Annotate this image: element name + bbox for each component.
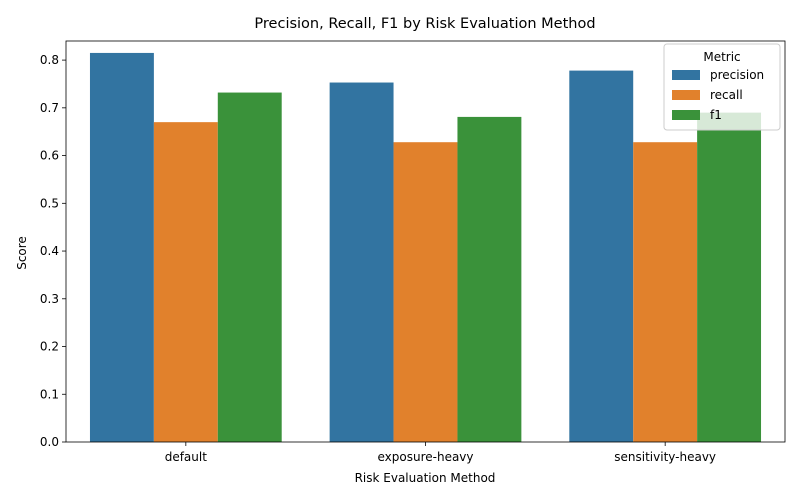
- y-tick-label: 0.1: [40, 387, 59, 401]
- y-axis-ticks: 0.0 0.1 0.2 0.3 0.4 0.5 0.6 0.7 0.8: [40, 53, 66, 449]
- bar-precision-sensitivity-heavy: [569, 70, 634, 442]
- legend-label-recall: recall: [710, 88, 743, 102]
- legend-title: Metric: [703, 50, 740, 64]
- y-tick-label: 0.2: [40, 340, 59, 354]
- y-tick-label: 0.5: [40, 196, 59, 210]
- bars-group: [89, 52, 762, 443]
- bar-recall-default: [153, 122, 218, 443]
- plot-frame: [65, 40, 786, 443]
- bar-recall-exposure-heavy: [393, 142, 458, 442]
- legend-label-f1: f1: [710, 108, 722, 122]
- legend-swatch-recall: [672, 90, 700, 100]
- x-axis-label: Risk Evaluation Method: [355, 471, 496, 485]
- legend-swatch-precision: [672, 70, 700, 80]
- y-tick-label: 0.7: [40, 101, 59, 115]
- y-tick-label: 0.3: [40, 292, 59, 306]
- bar-f1-exposure-heavy: [457, 116, 522, 443]
- legend-label-precision: precision: [710, 68, 764, 82]
- x-tick-label: sensitivity-heavy: [614, 450, 716, 464]
- bar-f1-default: [217, 92, 282, 443]
- x-tick-label: exposure-heavy: [377, 450, 473, 464]
- y-tick-label: 0.8: [40, 53, 59, 67]
- bar-precision-default: [89, 52, 154, 443]
- legend-swatch-f1: [672, 110, 700, 120]
- x-axis-ticks: default exposure-heavy sensitivity-heavy: [165, 442, 716, 464]
- x-tick-label: default: [165, 450, 208, 464]
- y-tick-label: 0.0: [40, 435, 59, 449]
- y-axis-label: Score: [15, 236, 29, 270]
- y-tick-label: 0.4: [40, 244, 59, 258]
- y-tick-label: 0.6: [40, 149, 59, 163]
- bar-precision-exposure-heavy: [329, 82, 394, 443]
- legend: Metric precision recall f1: [663, 43, 781, 131]
- legend-box: [663, 43, 781, 131]
- bar-f1-sensitivity-heavy: [697, 112, 762, 442]
- chart-title: Precision, Recall, F1 by Risk Evaluation…: [254, 16, 595, 32]
- bar-recall-sensitivity-heavy: [633, 142, 698, 442]
